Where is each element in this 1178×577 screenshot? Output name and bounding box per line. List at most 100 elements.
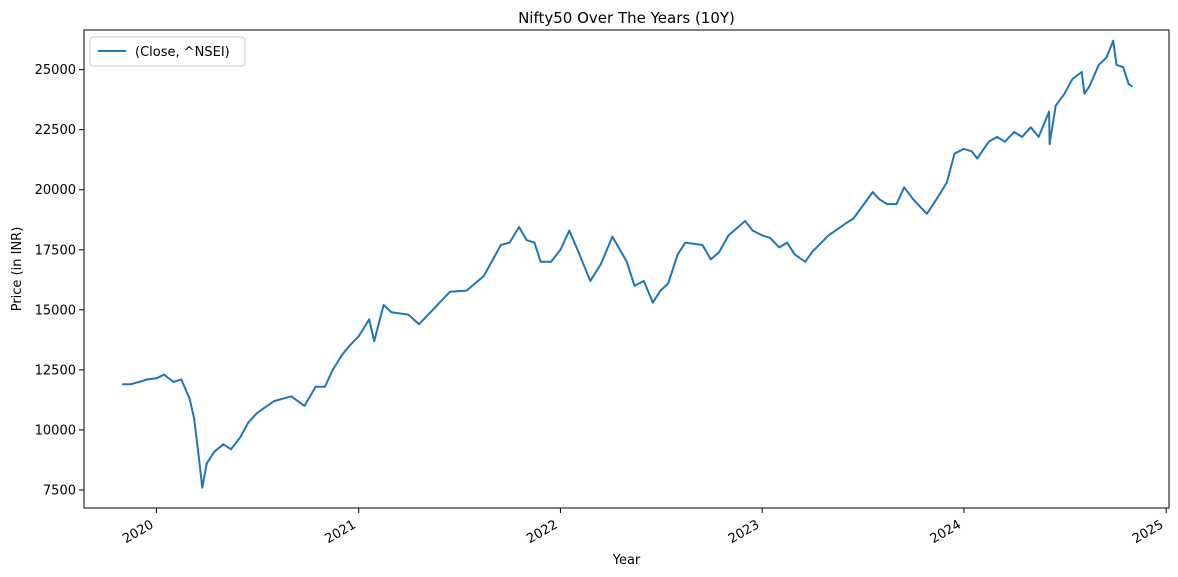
data-point bbox=[811, 251, 813, 254]
data-point bbox=[465, 289, 468, 292]
data-point bbox=[684, 241, 687, 244]
data-point bbox=[903, 186, 906, 189]
data-point bbox=[1071, 78, 1074, 81]
data-point bbox=[382, 304, 385, 306]
data-point bbox=[172, 381, 175, 383]
data-point bbox=[793, 253, 796, 256]
data-point bbox=[1048, 110, 1050, 113]
data-point bbox=[129, 383, 132, 386]
data-point bbox=[861, 205, 864, 208]
data-point bbox=[331, 369, 334, 371]
data-point bbox=[368, 318, 371, 321]
data-point bbox=[727, 234, 730, 237]
x-axis-label: Year bbox=[612, 553, 641, 568]
x-tick-label: 2021 bbox=[323, 517, 359, 547]
data-point bbox=[290, 395, 293, 398]
data-point bbox=[643, 280, 645, 282]
y-tick-label: 25000 bbox=[35, 63, 76, 78]
x-tick-label: 2025 bbox=[1130, 517, 1166, 547]
data-point bbox=[667, 282, 670, 285]
data-point bbox=[786, 241, 788, 244]
data-point bbox=[744, 220, 746, 222]
y-tick-label: 15000 bbox=[35, 303, 76, 318]
data-point bbox=[1112, 39, 1115, 42]
data-point bbox=[155, 377, 158, 380]
x-tick-label: 2024 bbox=[928, 517, 964, 547]
data-point bbox=[676, 253, 679, 256]
data-point bbox=[550, 260, 552, 263]
data-point bbox=[348, 345, 351, 347]
data-point bbox=[1105, 56, 1108, 59]
data-point bbox=[1037, 136, 1040, 138]
data-point bbox=[193, 417, 195, 419]
data-point bbox=[1048, 143, 1051, 146]
data-point bbox=[970, 150, 973, 153]
data-point bbox=[188, 397, 191, 400]
y-tick-label: 12500 bbox=[35, 363, 76, 378]
data-point bbox=[912, 198, 914, 201]
data-point bbox=[314, 385, 317, 388]
data-point bbox=[987, 140, 990, 143]
data-point bbox=[499, 244, 502, 246]
data-point bbox=[146, 378, 148, 381]
data-point bbox=[651, 301, 654, 304]
series-layer bbox=[121, 39, 1133, 489]
data-point bbox=[373, 340, 376, 342]
data-point bbox=[1127, 83, 1130, 85]
data-point bbox=[508, 241, 511, 244]
x-axis-ticks: 2020 2021 2022 2023 2024 2025 bbox=[120, 508, 1167, 547]
data-point bbox=[1097, 63, 1100, 66]
data-point bbox=[1080, 71, 1083, 73]
data-point bbox=[761, 234, 764, 237]
series-line-close bbox=[122, 39, 1133, 489]
data-point bbox=[599, 263, 602, 266]
data-point bbox=[871, 191, 874, 194]
data-point bbox=[996, 136, 998, 138]
x-tick-label: 2020 bbox=[120, 517, 156, 547]
data-point bbox=[963, 148, 965, 150]
data-point bbox=[576, 248, 579, 251]
data-point bbox=[180, 378, 183, 381]
data-point bbox=[324, 385, 326, 388]
data-point bbox=[1088, 85, 1091, 88]
x-tick-label: 2022 bbox=[524, 517, 560, 547]
data-point bbox=[827, 234, 830, 237]
data-point bbox=[121, 383, 124, 386]
data-point bbox=[1021, 136, 1023, 138]
data-point bbox=[533, 241, 536, 244]
data-point bbox=[804, 260, 807, 263]
y-tick-label: 22500 bbox=[35, 123, 76, 138]
data-point bbox=[1083, 92, 1086, 95]
data-point bbox=[718, 251, 720, 254]
y-tick-label: 17500 bbox=[35, 243, 76, 258]
data-point bbox=[611, 235, 614, 238]
data-point bbox=[568, 229, 571, 232]
data-point bbox=[589, 280, 592, 282]
data-point bbox=[273, 400, 275, 402]
plot-area bbox=[83, 29, 1170, 509]
data-point bbox=[1013, 131, 1016, 134]
data-point bbox=[1003, 140, 1006, 143]
data-point bbox=[1131, 85, 1133, 88]
data-point bbox=[205, 462, 208, 465]
legend-box bbox=[89, 36, 246, 67]
data-point bbox=[357, 335, 360, 338]
data-point bbox=[709, 258, 712, 261]
data-point bbox=[449, 290, 451, 293]
x-tick-label: 2023 bbox=[726, 517, 762, 547]
data-point bbox=[230, 448, 232, 451]
data-point bbox=[407, 313, 410, 316]
data-point bbox=[953, 152, 956, 155]
y-axis-ticks: 7500 10000 12500 15000 17500 20000 22500 25000 bbox=[35, 63, 84, 498]
data-point bbox=[769, 236, 771, 239]
data-point bbox=[418, 323, 420, 326]
data-point bbox=[625, 260, 628, 263]
data-point bbox=[303, 405, 306, 407]
data-point bbox=[937, 196, 939, 198]
data-point bbox=[895, 203, 898, 206]
data-point bbox=[1122, 66, 1124, 69]
data-point bbox=[239, 436, 242, 438]
data-point bbox=[163, 373, 166, 376]
data-point bbox=[518, 226, 520, 228]
data-point bbox=[852, 217, 855, 220]
